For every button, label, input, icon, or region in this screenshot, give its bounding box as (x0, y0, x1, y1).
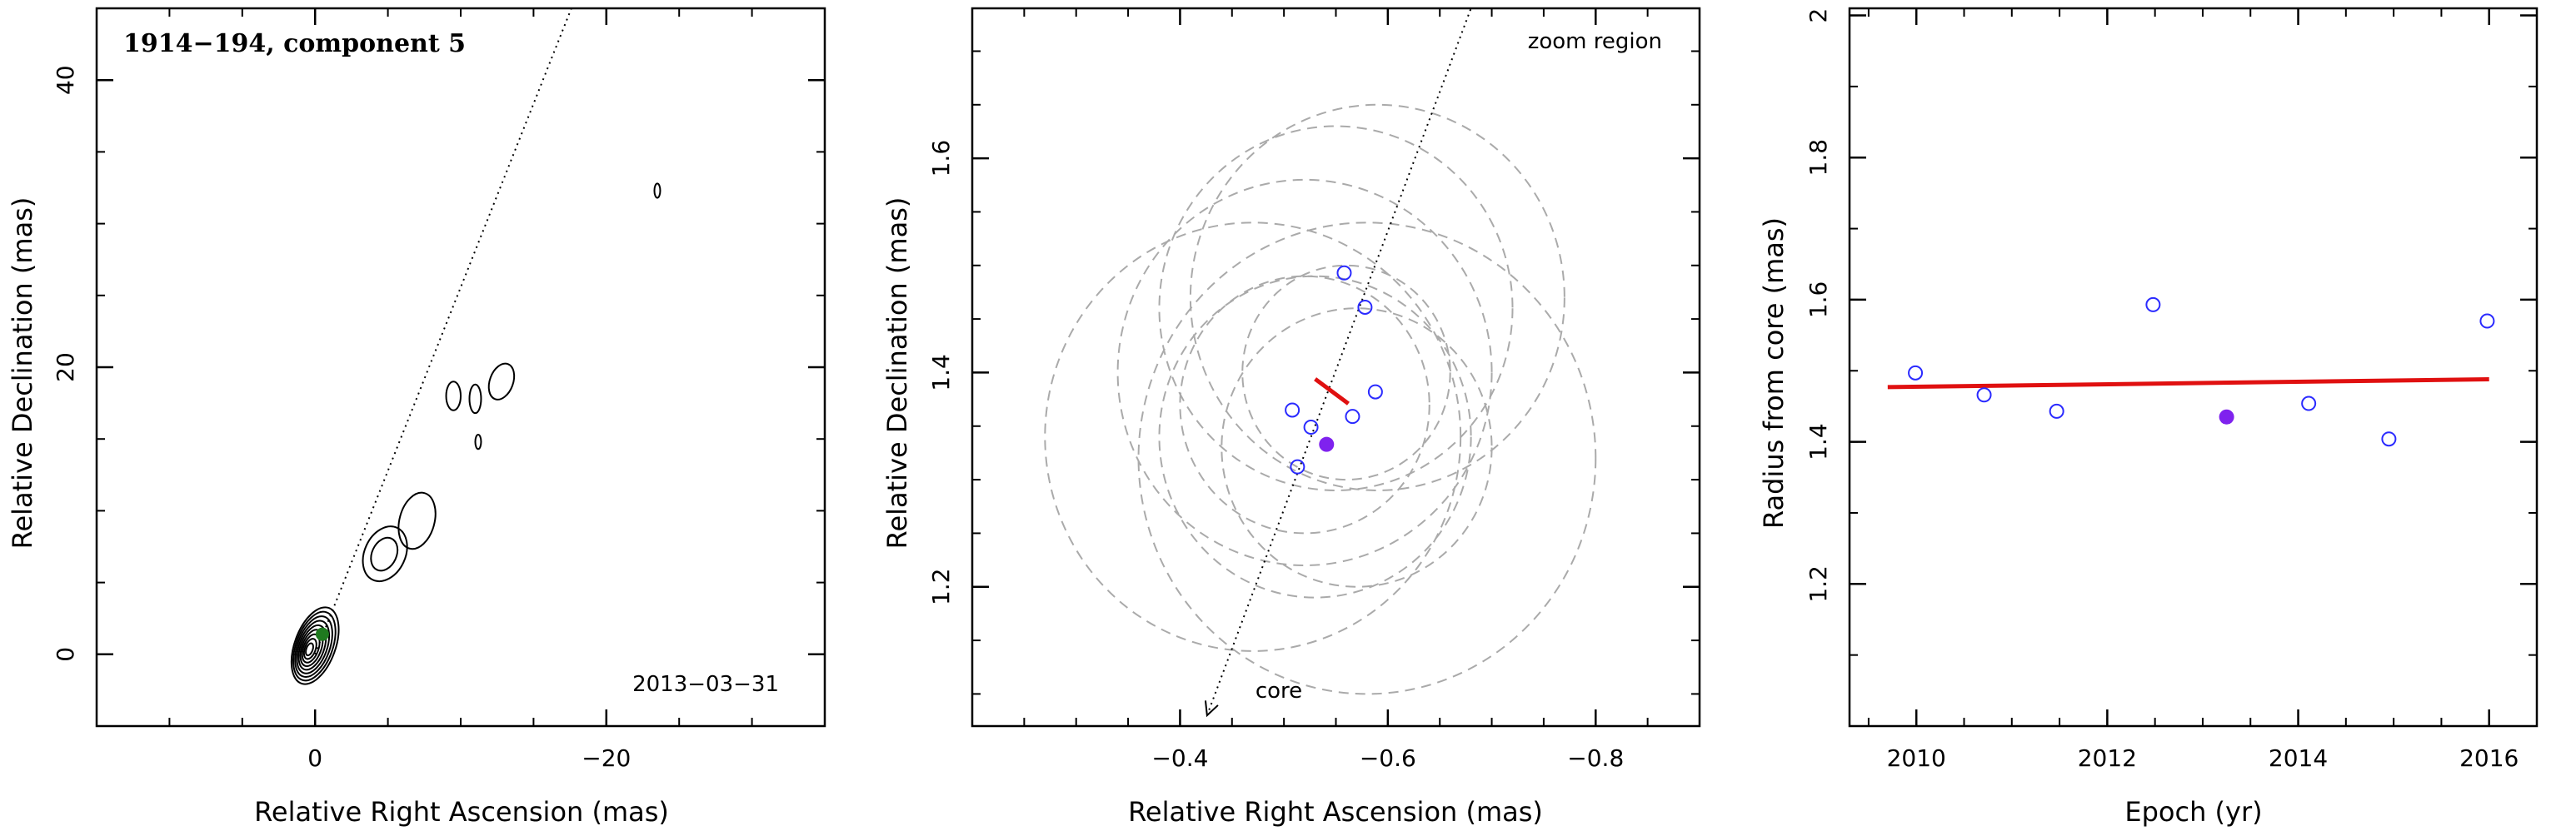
core-arrow-head (1204, 700, 1219, 718)
core-label: core (1256, 679, 1302, 704)
uncertainty-circle (1158, 275, 1472, 599)
jet-axis-line (314, 7, 572, 655)
contour-line (296, 620, 331, 674)
position-point (1345, 409, 1360, 425)
contour-line (292, 610, 337, 682)
zoom-region-label: zoom region (1528, 29, 1662, 54)
radius-point (2145, 296, 2161, 312)
contour-line (370, 536, 399, 572)
uncertainty-circle (1179, 275, 1430, 535)
uncertainty-circle (1158, 125, 1514, 491)
panel-contour-map: 0 −20 0 20 40 1914−194, component 5 2013−03−… (7, 7, 826, 828)
x-axis-title: Relative Right Ascension (mas) (254, 796, 669, 828)
panel-title: 1914−194, component 5 (123, 29, 466, 58)
radius-point (2479, 313, 2495, 329)
y-tick-label: 0 (52, 647, 79, 662)
contour-line (297, 624, 327, 671)
y-tick-label: 1.8 (1805, 139, 1832, 177)
contour-line (294, 615, 333, 678)
y-axis-title: Radius from core (mas) (1758, 217, 1790, 529)
component-marker (315, 627, 329, 641)
x-tick-label: −20 (582, 744, 631, 772)
x-tick-label: 2016 (2459, 744, 2519, 772)
x-tick-label: −0.6 (1360, 744, 1416, 772)
plot-frame (1848, 7, 2539, 728)
x-axis-title: Relative Right Ascension (mas) (1128, 796, 1543, 828)
uncertainty-circle (1241, 264, 1451, 481)
x-tick-label: 2014 (2269, 744, 2328, 772)
y-tick-label: 1.2 (1805, 565, 1832, 603)
contour-line (305, 642, 314, 657)
radius-point (1908, 365, 1924, 381)
contour-line (468, 383, 482, 415)
jet-axis-line (1206, 7, 1472, 716)
x-tick-label: 2010 (1887, 744, 1946, 772)
radius-point (1976, 387, 1992, 403)
plot-frame (971, 7, 1701, 728)
panel-radius-vs-epoch: 2010 2012 2014 2016 1.2 1.4 1.6 1.8 2 Epoch (yr)… (1758, 7, 2539, 828)
contour-line (487, 362, 516, 401)
x-tick-label: −0.4 (1151, 744, 1208, 772)
contour-line (302, 638, 317, 660)
radius-fit-line (1887, 377, 2489, 390)
position-point (1303, 420, 1319, 435)
y-tick-label: 40 (52, 65, 79, 95)
y-tick-label: 20 (52, 352, 79, 382)
plot-frame (95, 7, 826, 728)
uncertainty-circle (1044, 221, 1462, 652)
epoch-label: 2013−03−31 (632, 672, 779, 697)
position-point (1285, 402, 1300, 418)
position-point (1367, 384, 1383, 400)
uncertainty-circle (1221, 307, 1493, 588)
contour-line (362, 525, 408, 583)
uncertainty-circle (1189, 103, 1565, 491)
contour-line (397, 491, 437, 550)
radius-point (2381, 431, 2397, 447)
y-tick-label: 1.6 (927, 140, 955, 177)
y-axis-title: Relative Declination (mas) (881, 197, 913, 550)
y-tick-label: 1.2 (927, 568, 955, 605)
position-point (1357, 299, 1373, 315)
motion-fit-segment (1314, 377, 1350, 406)
contour-line (474, 434, 482, 450)
y-tick-label: 1.4 (1805, 423, 1832, 460)
y-axis-title: Relative Declination (mas) (7, 197, 38, 550)
y-tick-label: 2 (1805, 8, 1832, 23)
contour-line (653, 182, 661, 199)
contour-line (445, 381, 462, 411)
highlight-point (1319, 436, 1335, 452)
radius-point (2049, 403, 2064, 419)
x-tick-label: 2012 (2078, 744, 2137, 772)
x-tick-label: 0 (307, 744, 322, 772)
x-axis-title: Epoch (yr) (2124, 796, 2262, 828)
contour-line (290, 606, 340, 685)
x-tick-label: −0.8 (1567, 744, 1624, 772)
radius-point (2301, 396, 2317, 411)
panel-zoom-region: −0.4 −0.6 −0.8 1.2 1.4 1.6 zoom region core R… (881, 7, 1701, 828)
y-tick-label: 1.4 (927, 354, 955, 391)
y-tick-label: 1.6 (1805, 281, 1832, 319)
highlight-point (2219, 409, 2234, 425)
position-point (1336, 265, 1352, 281)
uncertainty-circle (1137, 221, 1597, 695)
uncertainty-circle (1116, 178, 1493, 567)
position-point (1290, 459, 1305, 475)
